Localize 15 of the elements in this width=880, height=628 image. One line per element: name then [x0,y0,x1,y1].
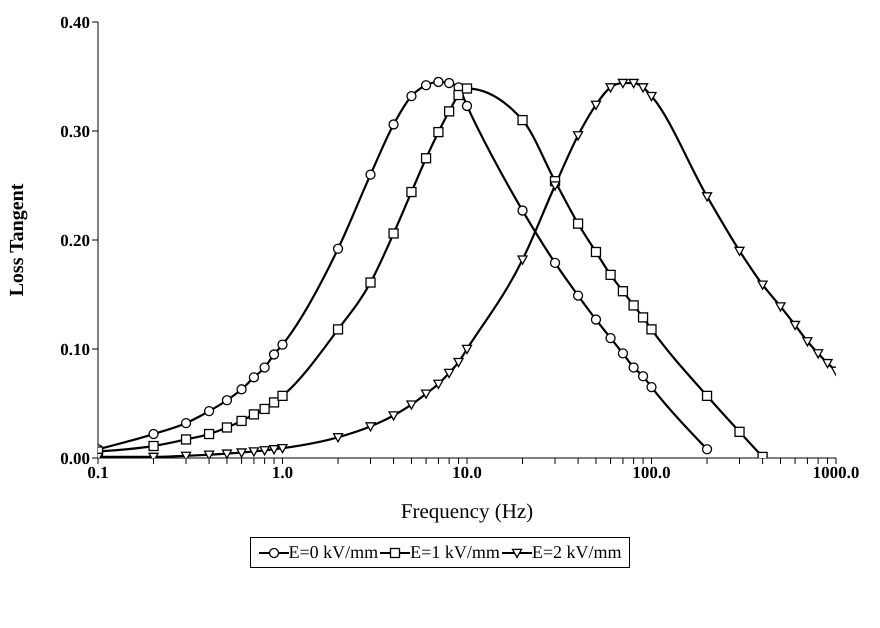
x-tick-label: 0.1 [87,463,109,482]
x-tick-label: 100.0 [632,463,671,482]
y-axis-title: Loss Tangent [6,183,28,296]
legend-label: E=1 kV/mm [410,542,500,563]
x-tick-label: 1000.0 [812,463,860,482]
x-axis-title: Frequency (Hz) [400,499,534,523]
x-tick-label: 10.0 [452,463,482,482]
legend-label: E=0 kV/mm [288,542,378,563]
x-tick-label: 1.0 [272,463,294,482]
y-tick-label: 0.40 [60,13,90,32]
y-tick-label: 0.00 [60,449,90,468]
legend-label: E=2 kV/mm [532,542,622,563]
y-tick-label: 0.10 [60,340,90,360]
y-tick-label: 0.20 [60,231,90,250]
y-tick-label: 0.30 [60,122,90,142]
